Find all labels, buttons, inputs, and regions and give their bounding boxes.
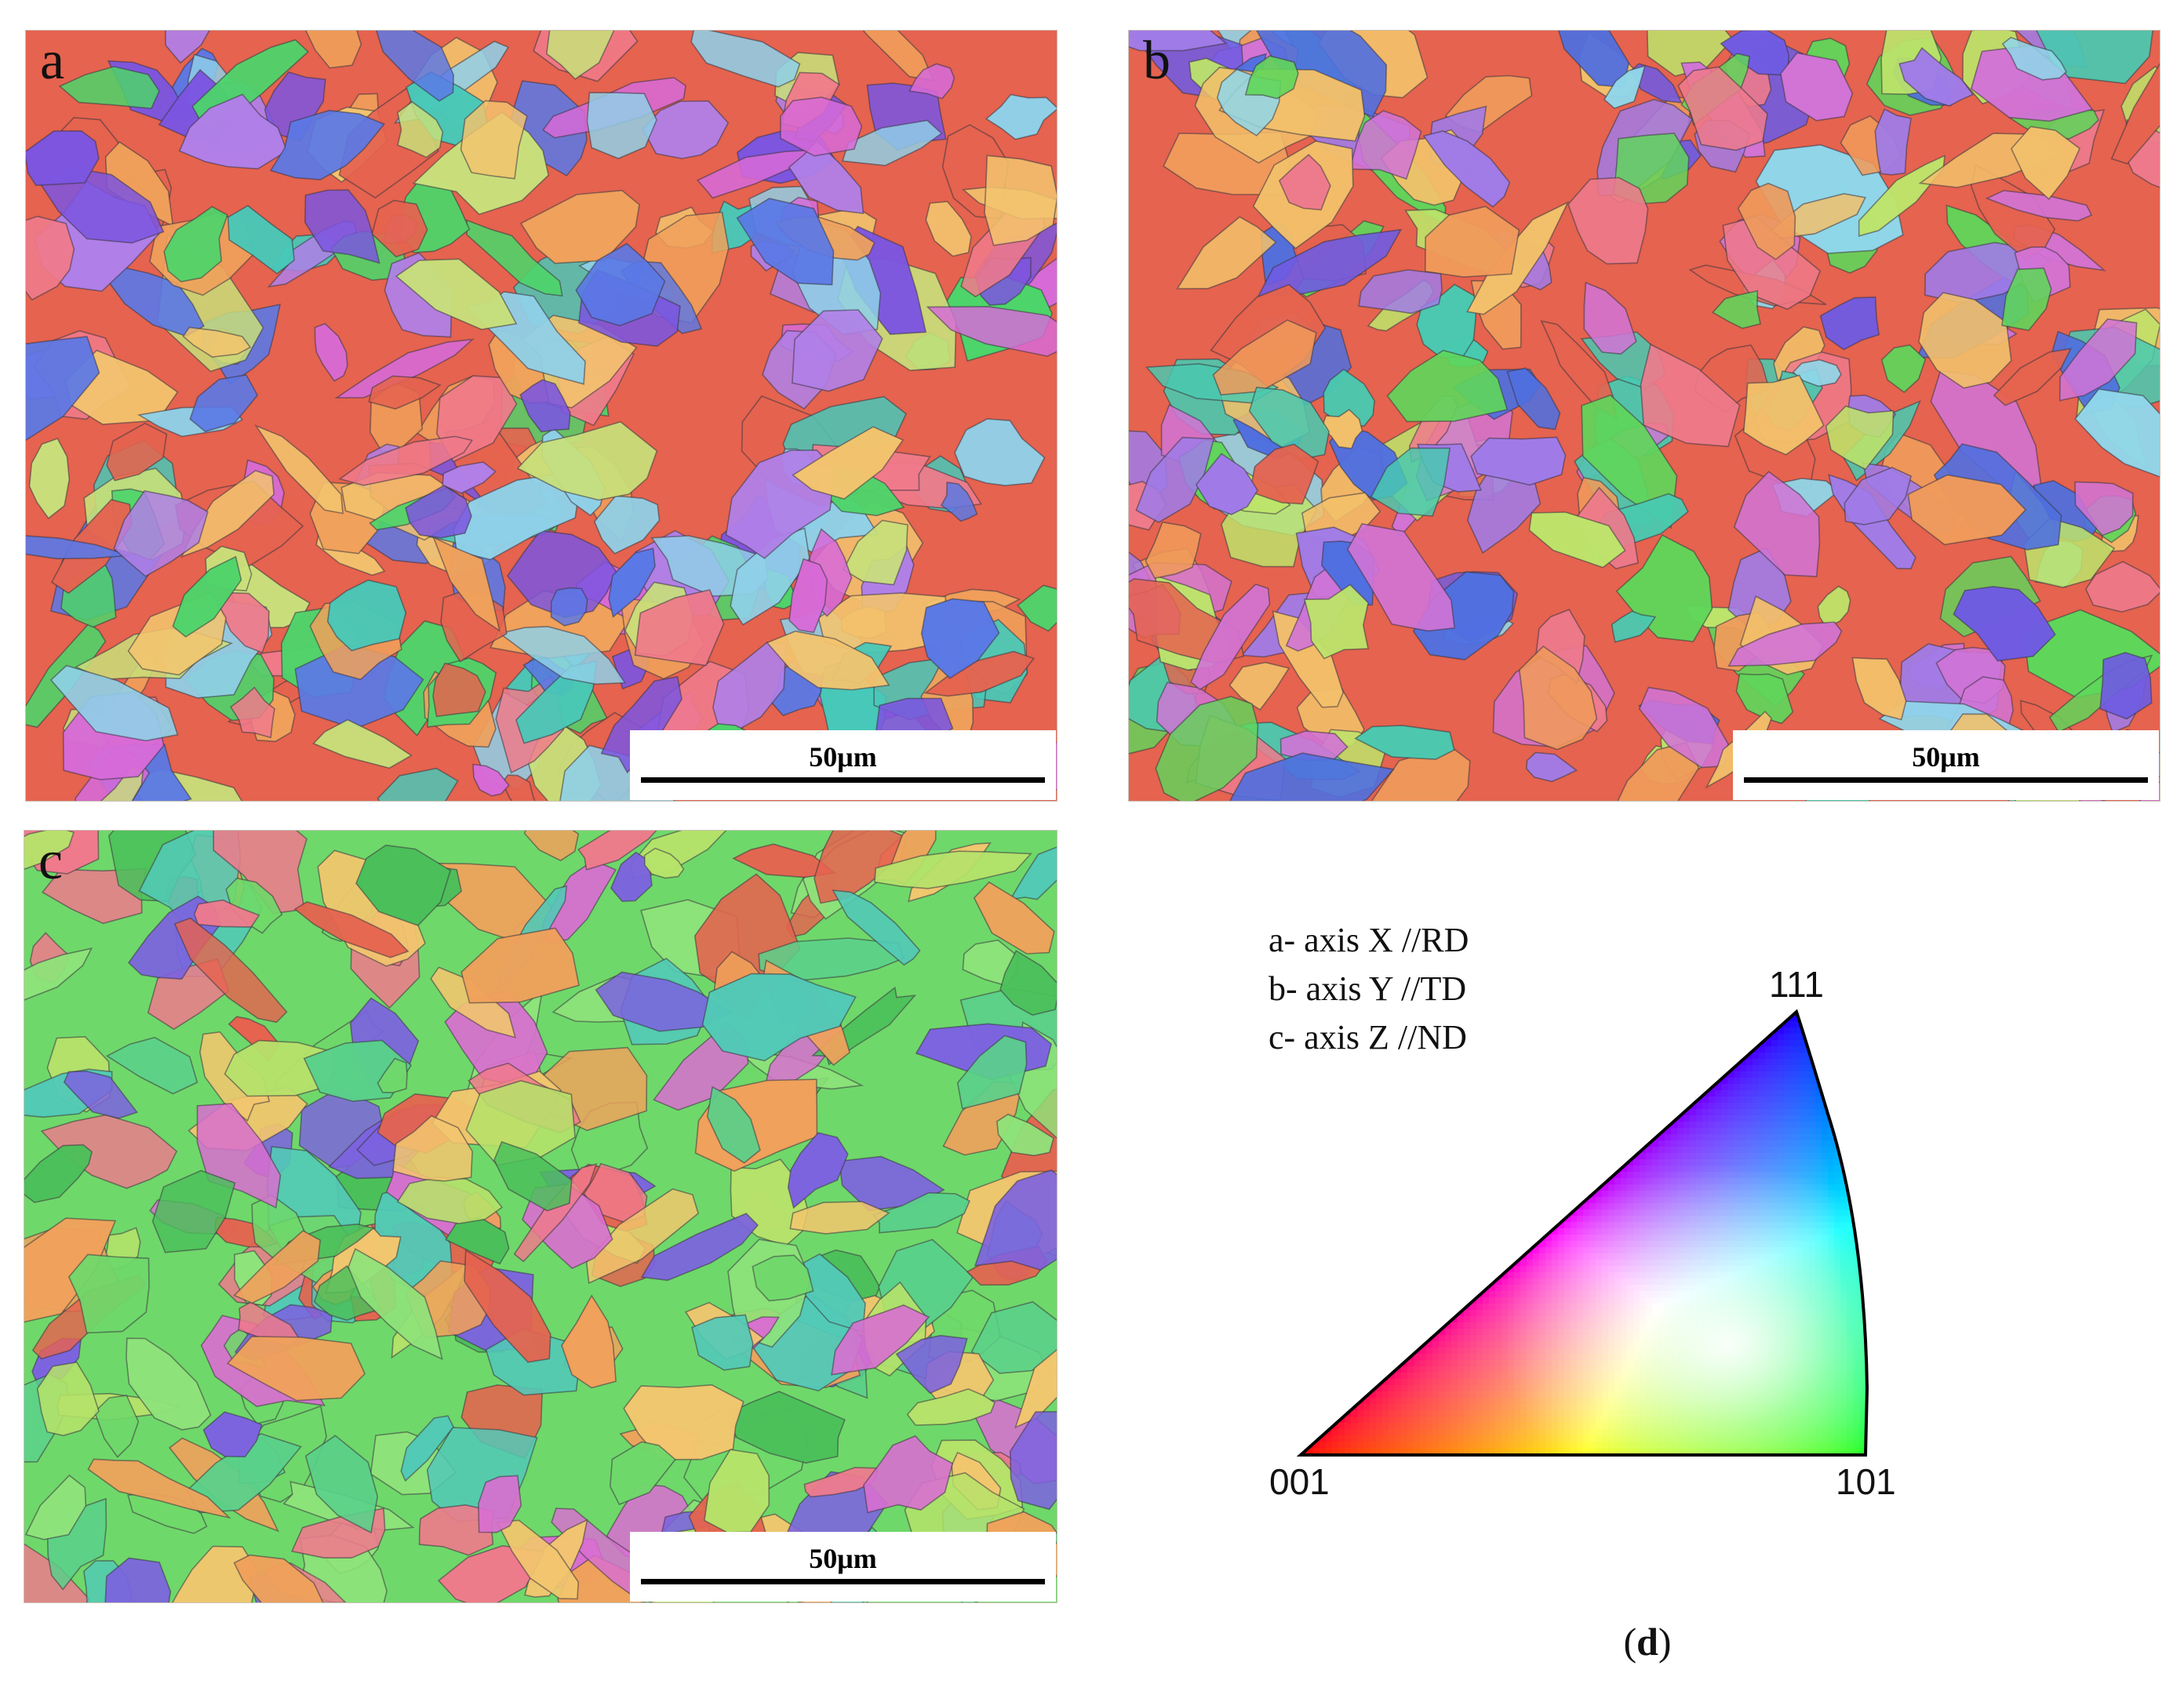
scale-bar-a: 50μm <box>630 730 1056 800</box>
scale-bar-label-a: 50μm <box>809 741 877 773</box>
scale-bar-b: 50μm <box>1733 730 2159 800</box>
caption-letter: d <box>1636 1620 1658 1664</box>
ebsd-map-b: b 50μm <box>1128 30 2160 802</box>
panel-label-c: c <box>38 831 64 891</box>
ebsd-map-c: c 50μm <box>24 830 1057 1603</box>
caption-open-paren: ( <box>1623 1620 1637 1664</box>
legend-line-b: b- axis Y //TD <box>1269 969 1467 1008</box>
ipf-label-101: 101 <box>1836 1461 1896 1502</box>
ebsd-map-a: a 50μm <box>25 30 1057 802</box>
ebsd-grain-map-image <box>26 31 1057 801</box>
ipf-label-111: 111 <box>1769 964 1824 1005</box>
legend-line-c: c- axis Z //ND <box>1269 1018 1467 1057</box>
scale-bar-c: 50μm <box>630 1532 1056 1602</box>
scale-bar-line-a <box>641 777 1045 783</box>
ipf-triangle-outline <box>1296 1009 1869 1457</box>
caption-close-paren: ) <box>1658 1620 1672 1664</box>
scale-bar-line-c <box>641 1579 1045 1584</box>
scale-bar-line-b <box>1744 777 2148 783</box>
scale-bar-label-c: 50μm <box>809 1543 877 1574</box>
panel-label-a: a <box>40 31 65 91</box>
axis-legend: a- axis X //RD b- axis Y //TD c- axis Z … <box>1269 916 1469 1062</box>
ebsd-grain-map-image <box>24 831 1057 1602</box>
legend-line-a: a- axis X //RD <box>1269 921 1469 959</box>
ipf-triangle-graphic <box>1296 1009 1869 1457</box>
panel-d-caption: (d) <box>1592 1622 1702 1661</box>
ipf-label-001: 001 <box>1269 1461 1330 1502</box>
scale-bar-label-b: 50μm <box>1912 741 1980 773</box>
ipf-color-key: 111 001 101 <box>1255 878 1993 1522</box>
panel-label-b: b <box>1143 31 1170 91</box>
ebsd-grain-map-image <box>1129 31 2160 801</box>
